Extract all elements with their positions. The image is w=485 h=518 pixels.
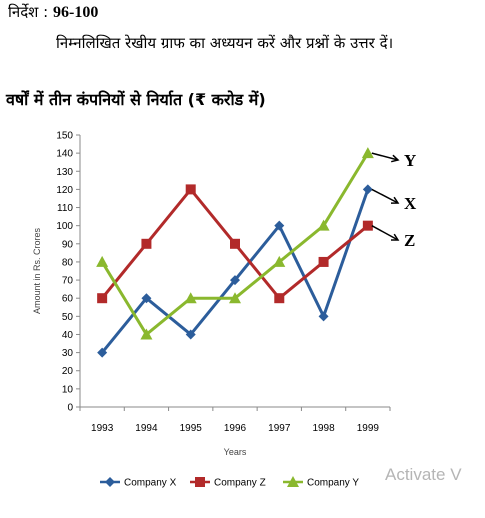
data-point-company-z [230, 238, 240, 249]
y-tick-label: 60 [62, 294, 74, 305]
x-tick-label: 1999 [357, 423, 380, 434]
y-tick-label: 40 [62, 330, 74, 341]
data-point-company-z [141, 238, 152, 249]
x-tick-label: 1996 [224, 423, 247, 434]
series-layer [96, 147, 374, 358]
end-labels: XZ Y [371, 151, 417, 250]
data-point-company-y [229, 292, 241, 304]
axes: 0 10 20 30 40 50 60 70 80 90 100 110 120 130 140 150 199… [32, 131, 391, 457]
arrow-head-company-z [390, 233, 400, 241]
legend-marker-company-z [195, 477, 205, 487]
series-company-x [97, 184, 373, 358]
chart-title: वर्षों में तीन कंपनियों से निर्यात (₹ कर… [6, 90, 266, 109]
y-axis-label: Amount in Rs. Crores [32, 227, 42, 314]
y-tick-label: 150 [56, 131, 73, 142]
y-tick-label: 50 [62, 312, 74, 323]
data-point-company-y [96, 255, 109, 267]
data-point-company-z [97, 293, 108, 304]
data-point-company-x [230, 275, 240, 286]
x-tick-label: 1993 [91, 423, 114, 434]
y-tick-label: 70 [62, 276, 74, 287]
legend-label-company-z: Company Z [214, 478, 266, 489]
data-point-company-y [317, 219, 330, 231]
y-tick-label: 140 [56, 149, 73, 160]
end-label-company-x: X [404, 194, 417, 213]
data-point-company-y [184, 292, 197, 304]
legend: Company X Company Z Company Y [100, 476, 359, 489]
watermark-text: Activate V [385, 465, 462, 484]
data-point-company-x [97, 347, 108, 358]
x-tick-label: 1995 [180, 423, 203, 434]
y-tick-label: 90 [62, 239, 74, 250]
legend-label-company-x: Company X [124, 478, 177, 489]
y-tick-label: 0 [67, 403, 73, 414]
data-point-company-y [273, 255, 286, 267]
data-point-company-x [274, 220, 285, 231]
series-company-z [97, 184, 373, 304]
x-tick-label: 1997 [268, 423, 291, 434]
y-tick-label: 100 [56, 221, 73, 232]
arrow-head-company-x [390, 196, 400, 204]
data-point-company-x [185, 329, 196, 340]
y-tick-label: 10 [62, 384, 74, 395]
data-point-company-y [361, 147, 374, 159]
end-label-company-z: Z [404, 231, 415, 250]
y-tick-label: 30 [62, 348, 74, 359]
question-range: 96-100 [52, 4, 99, 21]
directions-heading: निर्देश : 96-100 [8, 2, 98, 22]
y-tick-label: 20 [62, 366, 74, 377]
data-point-company-y [140, 328, 153, 340]
data-point-company-z [274, 293, 285, 304]
legend-label-company-y: Company Y [307, 478, 359, 489]
legend-marker-company-y [287, 476, 299, 487]
x-tick-label: 1998 [312, 423, 335, 434]
y-tick-label: 80 [62, 257, 74, 268]
data-point-company-z [318, 256, 329, 267]
legend-marker-company-x [105, 477, 115, 487]
x-tick-label: 1994 [135, 423, 158, 434]
arrow-line-company-z [371, 225, 399, 241]
y-tick-label: 120 [56, 185, 73, 196]
end-label-company-y: Y [404, 151, 416, 170]
directions-label: निर्देश : [8, 3, 49, 21]
series-company-y [96, 147, 374, 340]
data-point-company-z [185, 184, 196, 195]
data-point-company-x [141, 293, 152, 304]
x-axis-label: Years [224, 447, 247, 457]
data-point-company-x [362, 184, 373, 195]
arrow-head-company-y [391, 154, 400, 163]
y-tick-label: 130 [56, 167, 73, 178]
data-point-company-x [318, 311, 329, 322]
arrow-line-company-x [371, 188, 399, 204]
intro-text: निम्नलिखित रेखीय ग्राफ का अध्ययन करें और… [56, 34, 394, 52]
data-point-company-z [362, 220, 373, 231]
arrow-line-company-y [371, 152, 399, 161]
y-tick-label: 110 [57, 203, 73, 214]
